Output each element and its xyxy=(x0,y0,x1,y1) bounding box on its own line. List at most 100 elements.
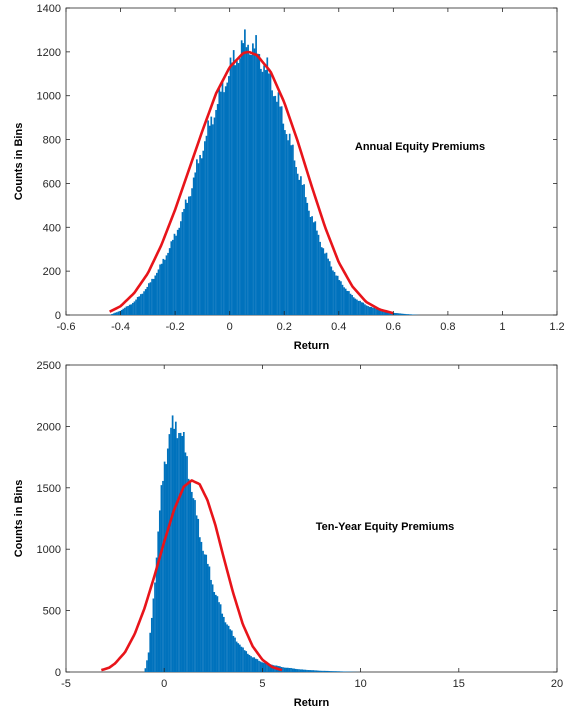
histogram-bar xyxy=(272,96,275,315)
histogram-bar xyxy=(150,617,153,672)
histogram-bar xyxy=(211,584,214,672)
y-tick-label: 0 xyxy=(55,667,61,679)
histogram-bar xyxy=(256,659,259,672)
histogram-bar xyxy=(194,500,196,672)
histogram-bar xyxy=(246,653,249,672)
histogram-bar xyxy=(266,57,269,315)
histogram-bar xyxy=(326,670,329,672)
histogram-bars xyxy=(144,415,361,672)
histogram-bar xyxy=(166,448,169,672)
x-tick-label: 15 xyxy=(453,678,465,690)
histogram-bar xyxy=(239,58,241,316)
y-axis-label: Counts in Bins xyxy=(13,480,25,558)
histogram-bar xyxy=(282,123,285,315)
histogram-bar xyxy=(117,311,120,315)
histogram-bar xyxy=(309,670,312,672)
histogram-bar xyxy=(138,296,141,315)
histogram-bar xyxy=(208,125,211,315)
histogram-bar xyxy=(311,216,313,315)
histogram-bar xyxy=(375,308,377,315)
histogram-bar xyxy=(170,427,172,672)
histogram-bar xyxy=(251,657,254,672)
histogram-bar xyxy=(140,294,142,315)
histogram-bar xyxy=(288,667,291,672)
histogram-bar xyxy=(180,221,182,315)
histogram-bar xyxy=(255,35,257,315)
y-tick-label: 500 xyxy=(43,606,61,618)
histogram-bar xyxy=(258,660,260,672)
histogram-bar xyxy=(208,566,211,672)
histogram-bar xyxy=(332,270,334,315)
histogram-bar xyxy=(270,664,273,672)
histogram-bar xyxy=(119,311,121,315)
histogram-bar xyxy=(127,305,129,315)
histogram-bar xyxy=(328,261,331,315)
histogram-bar xyxy=(330,266,333,315)
histogram-bar xyxy=(410,314,413,315)
histogram-bar xyxy=(181,212,184,315)
histogram-bars xyxy=(109,29,421,316)
histogram-bar xyxy=(317,670,320,672)
histogram-bar xyxy=(210,116,213,316)
histogram-bar xyxy=(351,295,353,315)
histogram-bar xyxy=(157,531,160,672)
histogram-bar xyxy=(285,667,288,672)
histogram-bar xyxy=(298,179,301,315)
histogram-bar xyxy=(237,643,240,672)
x-tick-label: 0 xyxy=(161,678,167,690)
histogram-bar xyxy=(287,140,289,315)
y-tick-label: 200 xyxy=(43,266,61,278)
histogram-bar xyxy=(299,669,302,672)
histogram-bar xyxy=(360,302,363,315)
histogram-bar xyxy=(149,632,152,672)
histogram-bar xyxy=(372,307,374,315)
histogram-bar xyxy=(181,436,184,672)
histogram-bar xyxy=(318,670,321,672)
histogram-bar xyxy=(269,72,272,315)
histogram-bar xyxy=(192,177,195,315)
histogram-bar xyxy=(328,671,331,672)
histogram-bar xyxy=(327,258,329,315)
histogram-bar xyxy=(264,662,267,672)
histogram-bar xyxy=(384,311,387,315)
histogram-bar xyxy=(261,662,264,672)
histogram-bar xyxy=(179,432,182,672)
histogram-bar xyxy=(206,563,209,672)
histogram-bar xyxy=(229,57,232,316)
histogram-bar xyxy=(254,658,257,672)
histogram-bar xyxy=(320,247,323,315)
histogram-bar xyxy=(335,275,337,315)
histogram-bar xyxy=(195,515,198,672)
histogram-bar xyxy=(283,667,286,672)
histogram-bar xyxy=(315,670,318,672)
histogram-bar xyxy=(163,461,166,672)
histogram-bar xyxy=(277,92,280,315)
histogram-bar xyxy=(157,269,160,315)
histogram-bar xyxy=(168,434,171,672)
x-tick-label: -0.4 xyxy=(111,321,130,333)
histogram-bar xyxy=(197,518,200,672)
histogram-bar xyxy=(365,305,368,315)
histogram-bar xyxy=(333,671,336,672)
y-tick-label: 0 xyxy=(55,310,61,322)
histogram-bar xyxy=(205,135,208,315)
histogram-bar xyxy=(250,656,252,672)
histogram-bar xyxy=(226,624,228,672)
histogram-bar xyxy=(394,313,397,315)
histogram-bar xyxy=(248,54,251,316)
x-tick-label: 1.2 xyxy=(549,321,564,333)
histogram-bar xyxy=(304,669,307,672)
histogram-bar xyxy=(148,283,150,315)
y-tick-label: 1000 xyxy=(37,91,61,103)
x-tick-label: 0.8 xyxy=(440,321,455,333)
histogram-bar xyxy=(357,300,360,315)
histogram-bar xyxy=(178,227,181,315)
histogram-bar xyxy=(240,646,243,672)
histogram-bar xyxy=(240,40,243,316)
histogram-bar xyxy=(172,239,174,315)
histogram-bar xyxy=(245,651,248,672)
histogram-bar xyxy=(348,291,350,315)
histogram-bar xyxy=(203,554,206,672)
chart-1: -0.6 -0.4 -0.2 0 0.2 0.4 0.6 0.8 1 1.2 0 200 400 600 8… xyxy=(13,3,565,352)
histogram-bar xyxy=(220,91,222,315)
